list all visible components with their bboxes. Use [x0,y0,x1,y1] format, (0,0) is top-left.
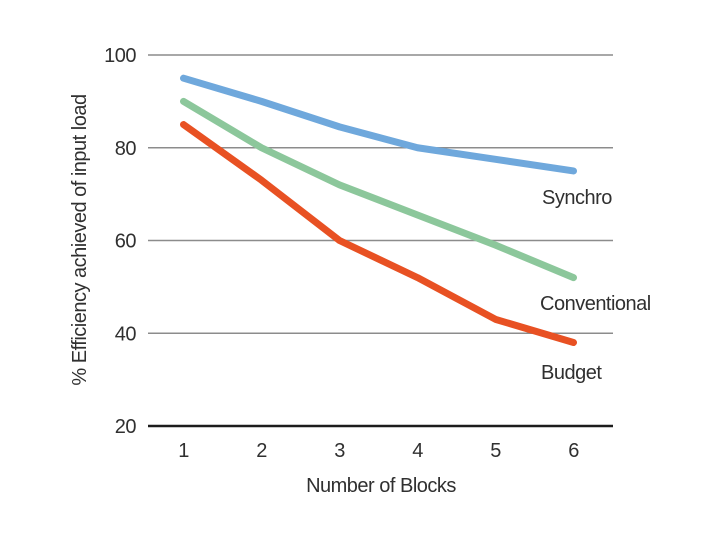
series-line-synchro [180,74,577,175]
series-line-budget [180,121,577,347]
x-tick-label-4: 4 [412,440,423,462]
x-tick-label-3: 3 [334,440,345,462]
y-axis-title: % Efficiency achieved of input load [69,94,91,385]
x-tick-label-2: 2 [256,440,267,462]
x-axis-title: Number of Blocks [306,475,456,497]
series-label-budget: Budget [541,362,602,384]
series-label-conventional: Conventional [540,293,651,315]
x-tick-label-5: 5 [490,440,501,462]
x-tick-label-6: 6 [568,440,579,462]
series-line-conventional [180,97,577,282]
y-tick-labels-group: 20 40 60 80 100 [104,45,137,438]
x-tick-labels-group: 1 2 3 4 5 6 [178,440,580,462]
y-tick-label-40: 40 [115,323,137,345]
y-tick-label-80: 80 [115,138,137,160]
y-tick-label-100: 100 [104,45,136,67]
y-tick-label-60: 60 [115,231,137,253]
series-lines-group [180,74,577,347]
x-tick-label-1: 1 [178,440,189,462]
y-tick-label-20: 20 [115,416,137,438]
series-label-synchro: Synchro [542,187,612,209]
